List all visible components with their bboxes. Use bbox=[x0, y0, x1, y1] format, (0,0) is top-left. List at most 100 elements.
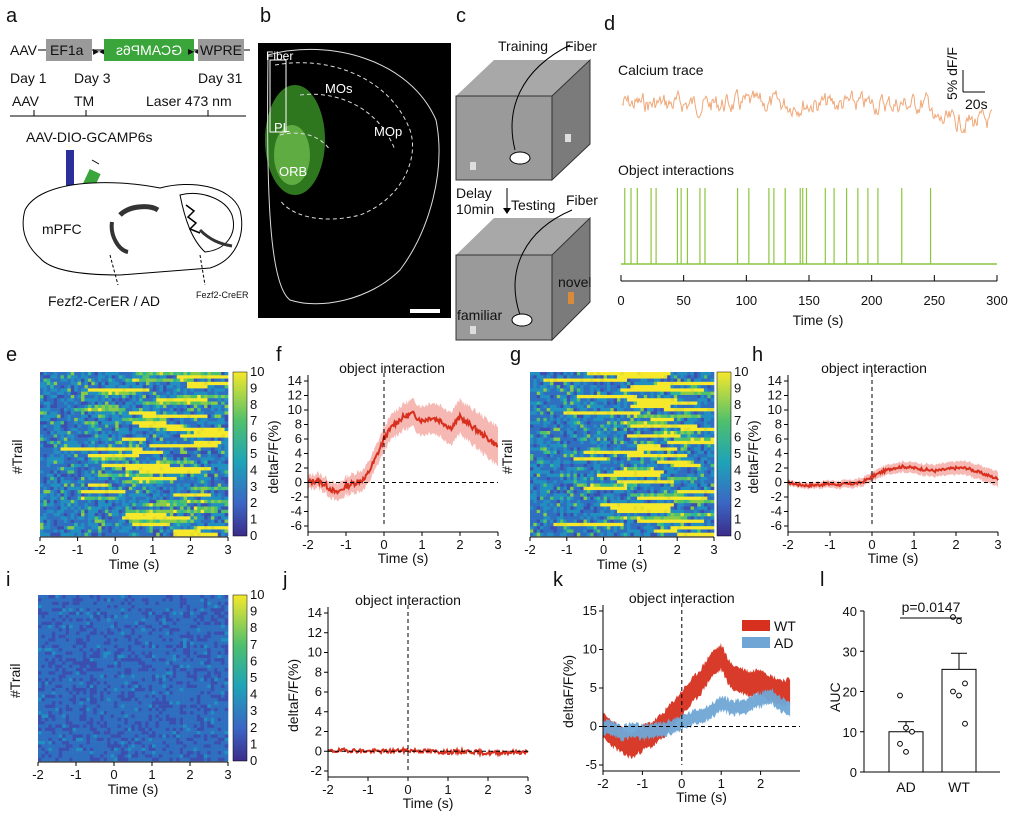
hmG-cell bbox=[536, 391, 541, 396]
hmE-cell bbox=[207, 434, 212, 438]
hmE-cell bbox=[74, 526, 78, 530]
hmE-cell bbox=[77, 444, 82, 448]
hmE-cell bbox=[214, 496, 219, 501]
hmE-cell bbox=[118, 398, 123, 402]
hmG-cell bbox=[707, 450, 711, 455]
hmE-cell bbox=[135, 483, 140, 488]
hmE-cell bbox=[183, 414, 188, 419]
hmG-cell bbox=[677, 450, 681, 455]
hmE-cell bbox=[94, 372, 99, 376]
hmE-cell bbox=[122, 421, 126, 425]
hmE-cell bbox=[101, 513, 106, 517]
hmE-cell bbox=[193, 454, 198, 458]
hmG-cell bbox=[630, 434, 635, 438]
hmE-cell bbox=[53, 529, 58, 534]
hmE-cell bbox=[91, 480, 95, 484]
hmE-cell bbox=[180, 467, 184, 471]
hmG-cell bbox=[660, 444, 665, 448]
hmE-cell bbox=[98, 467, 102, 471]
hmE-cell bbox=[98, 509, 102, 514]
hmE-cell bbox=[98, 394, 102, 399]
hmG-cell bbox=[570, 480, 574, 484]
hmE-cell bbox=[111, 493, 116, 497]
hmE-cell bbox=[87, 437, 92, 442]
hmE-cell bbox=[104, 467, 109, 471]
hmE-cell bbox=[70, 473, 75, 478]
hmE-cell bbox=[84, 503, 89, 507]
hmE-cell bbox=[98, 529, 102, 534]
hmG-cell bbox=[700, 404, 705, 409]
hmE-cell bbox=[142, 378, 147, 383]
hmG-cell bbox=[580, 421, 584, 425]
hmG-cell bbox=[637, 480, 641, 484]
hmE-cell bbox=[57, 408, 61, 412]
hmG-cell bbox=[630, 490, 635, 494]
hmE-cell bbox=[74, 444, 78, 448]
hmG-cell bbox=[530, 394, 534, 399]
hmE-y-label: #Trail bbox=[9, 440, 25, 475]
hmG-cell bbox=[613, 470, 618, 474]
hmE-cell bbox=[142, 372, 147, 376]
hmE-cell bbox=[217, 421, 222, 425]
hmE-cell bbox=[224, 467, 229, 471]
hmE-cell bbox=[163, 496, 167, 501]
hmE-cell bbox=[53, 440, 58, 445]
hmG-cell bbox=[693, 450, 698, 455]
hmG-cell bbox=[596, 493, 601, 497]
hmG-cell bbox=[683, 381, 688, 386]
hmG-cell bbox=[683, 388, 688, 392]
hmE-cell bbox=[159, 499, 164, 504]
hmE-cell bbox=[217, 372, 222, 376]
hmE-cell bbox=[156, 503, 160, 507]
hmG-cell bbox=[640, 401, 645, 406]
hmG-cell bbox=[620, 381, 624, 386]
hmE-cell bbox=[125, 431, 130, 435]
hmG-cell bbox=[663, 431, 668, 435]
hmE-cell bbox=[67, 385, 72, 389]
hmG-cell bbox=[677, 473, 681, 478]
hmG-cell bbox=[610, 414, 614, 419]
hmE-cell bbox=[81, 457, 85, 461]
hmG-cell bbox=[563, 388, 568, 392]
hmE-cell bbox=[210, 391, 215, 396]
hmG-cell bbox=[703, 398, 708, 402]
hmG-cell bbox=[570, 375, 574, 379]
hmE-cell bbox=[50, 532, 54, 537]
hmG-cell bbox=[667, 417, 671, 422]
timeline-day3: Day 3 bbox=[74, 70, 111, 86]
hmG-cell bbox=[633, 440, 638, 445]
hmG-cell bbox=[623, 434, 628, 438]
hmG-cell bbox=[580, 444, 584, 448]
hmE-cell bbox=[70, 385, 75, 389]
hmE-cell bbox=[156, 476, 160, 481]
hmG-cell bbox=[563, 440, 568, 445]
hmE-cell bbox=[176, 417, 181, 422]
hmE-cell bbox=[197, 483, 201, 488]
hmE-cell bbox=[128, 532, 133, 537]
hmE-cell bbox=[197, 506, 201, 511]
hmG-cell bbox=[616, 490, 621, 494]
hmG-cell bbox=[623, 463, 628, 468]
hmE-cell bbox=[94, 519, 99, 524]
hmE-cell bbox=[210, 519, 215, 524]
hmE-cell bbox=[210, 529, 215, 534]
hmE-cell bbox=[57, 503, 61, 507]
hmG-cell bbox=[670, 447, 675, 452]
hmE-cell bbox=[104, 398, 109, 402]
hmE-cell bbox=[118, 375, 123, 379]
hmG-cell bbox=[623, 411, 628, 415]
hmE-cell bbox=[40, 421, 44, 425]
hmE-cell bbox=[132, 454, 137, 458]
hmE-cell bbox=[57, 427, 61, 432]
hmG-cell bbox=[533, 454, 537, 458]
hmG-cell bbox=[620, 431, 624, 435]
hmE-cell bbox=[207, 378, 212, 383]
hmG-cell bbox=[680, 398, 685, 402]
hmG-cell bbox=[653, 421, 658, 425]
hmG-cell bbox=[590, 490, 594, 494]
hmE-cell bbox=[101, 467, 106, 471]
hmG-cell bbox=[707, 375, 711, 379]
hmG-cell bbox=[660, 424, 665, 429]
hmE-cell bbox=[132, 450, 137, 455]
hmE-cell bbox=[57, 394, 61, 399]
